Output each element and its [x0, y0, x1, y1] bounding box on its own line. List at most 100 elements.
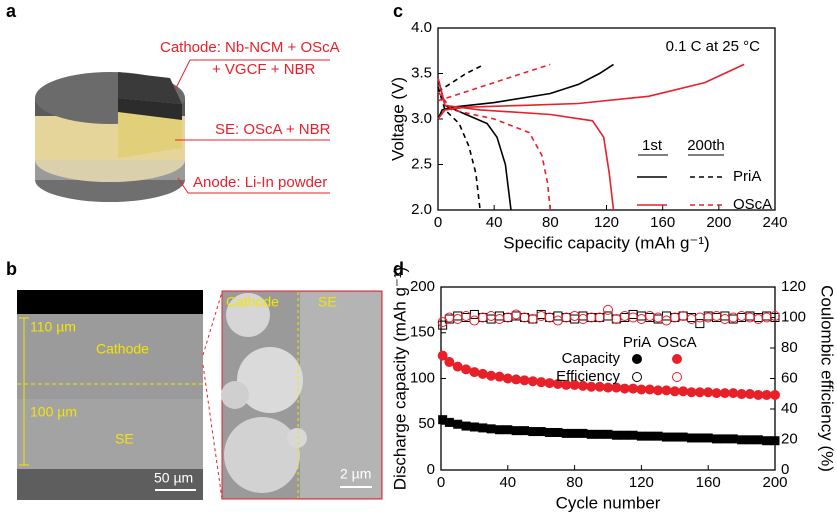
point [561, 428, 571, 438]
point [770, 436, 780, 446]
point [603, 304, 613, 315]
y-tick-label: 3.5 [411, 64, 432, 81]
point [728, 434, 738, 444]
x-tick-label: 120 [594, 214, 619, 231]
point [678, 432, 688, 442]
point [519, 312, 530, 323]
point [669, 312, 680, 323]
point [703, 433, 713, 443]
y2-tick-label: 40 [781, 400, 798, 417]
point [661, 432, 671, 442]
y2-tick-label: 20 [781, 430, 798, 447]
point [744, 312, 755, 323]
point [620, 430, 630, 440]
point [561, 313, 571, 322]
point [636, 431, 646, 441]
point [661, 385, 672, 396]
y2-tick-label: 60 [781, 369, 798, 386]
point [712, 434, 722, 444]
point [536, 427, 546, 437]
x-axis-title: Specific capacity (mAh g⁻¹) [503, 233, 709, 252]
diagram-label: + VGCF + NBR [212, 61, 316, 78]
point [670, 432, 680, 442]
point [438, 320, 448, 330]
x-tick-label: 120 [629, 474, 654, 491]
point [520, 426, 529, 436]
point [511, 426, 521, 436]
scale-bar-label: 50 µm [154, 470, 193, 486]
y2-tick-label: 120 [781, 278, 806, 295]
point [444, 312, 455, 323]
point [511, 309, 522, 320]
panel-label: c [393, 1, 403, 21]
point [527, 376, 538, 387]
point [586, 312, 597, 323]
point [478, 313, 488, 322]
point [770, 310, 780, 321]
x-tick-label: 200 [762, 474, 787, 491]
x-tick-label: 200 [706, 214, 731, 231]
point [519, 375, 530, 386]
point [653, 312, 664, 323]
point [502, 312, 513, 323]
legend-label: PriA [733, 168, 761, 185]
legend-header: PriA [623, 334, 651, 351]
point [528, 427, 538, 437]
point [477, 368, 488, 379]
point [452, 361, 463, 372]
curve [437, 91, 552, 211]
point [737, 435, 747, 445]
point [494, 314, 505, 325]
point [728, 388, 739, 399]
y-tick-label: 150 [410, 324, 435, 341]
legend-label: Capacity [562, 350, 621, 367]
y-axis-title: Voltage (V) [388, 77, 407, 161]
point [502, 373, 513, 384]
point [469, 367, 480, 378]
y-tick-label: 4.0 [411, 19, 432, 36]
y-tick-label: 2.5 [411, 155, 432, 172]
point [703, 312, 714, 323]
y2-axis-title: Coulombic efficiency (%) [818, 285, 837, 472]
y-tick-label: 200 [410, 278, 435, 295]
point [503, 313, 513, 322]
legend-marker [632, 372, 642, 382]
point [611, 314, 622, 325]
point [594, 312, 605, 323]
y2-tick-label: 80 [781, 339, 798, 356]
point [661, 315, 672, 326]
curve [437, 86, 481, 211]
point [719, 314, 730, 325]
point [762, 436, 772, 446]
point [561, 312, 572, 323]
point [461, 364, 472, 375]
point [486, 310, 497, 321]
point [645, 431, 655, 441]
point [686, 314, 697, 325]
image-label: 110 µm [30, 319, 76, 335]
point [711, 388, 722, 399]
point [520, 313, 529, 322]
legend-marker [632, 354, 642, 364]
y-axis-title: Discharge capacity (mAh g⁻¹) [390, 267, 409, 490]
point [744, 389, 755, 400]
point [469, 315, 480, 326]
point [736, 389, 747, 400]
point [444, 357, 455, 368]
legend-header: 200th [687, 137, 725, 154]
point [753, 389, 764, 400]
point [753, 314, 764, 325]
legend-label: Efficiency [556, 368, 620, 385]
point [503, 425, 513, 435]
point [478, 423, 488, 433]
point [653, 385, 664, 396]
point [528, 314, 538, 324]
point [536, 377, 547, 388]
y-tick-label: 0 [427, 461, 435, 478]
point [545, 427, 555, 437]
point [619, 383, 630, 394]
point [695, 433, 705, 443]
x-tick-label: 40 [499, 474, 516, 491]
point [628, 383, 639, 394]
x-tick-label: 160 [696, 474, 721, 491]
